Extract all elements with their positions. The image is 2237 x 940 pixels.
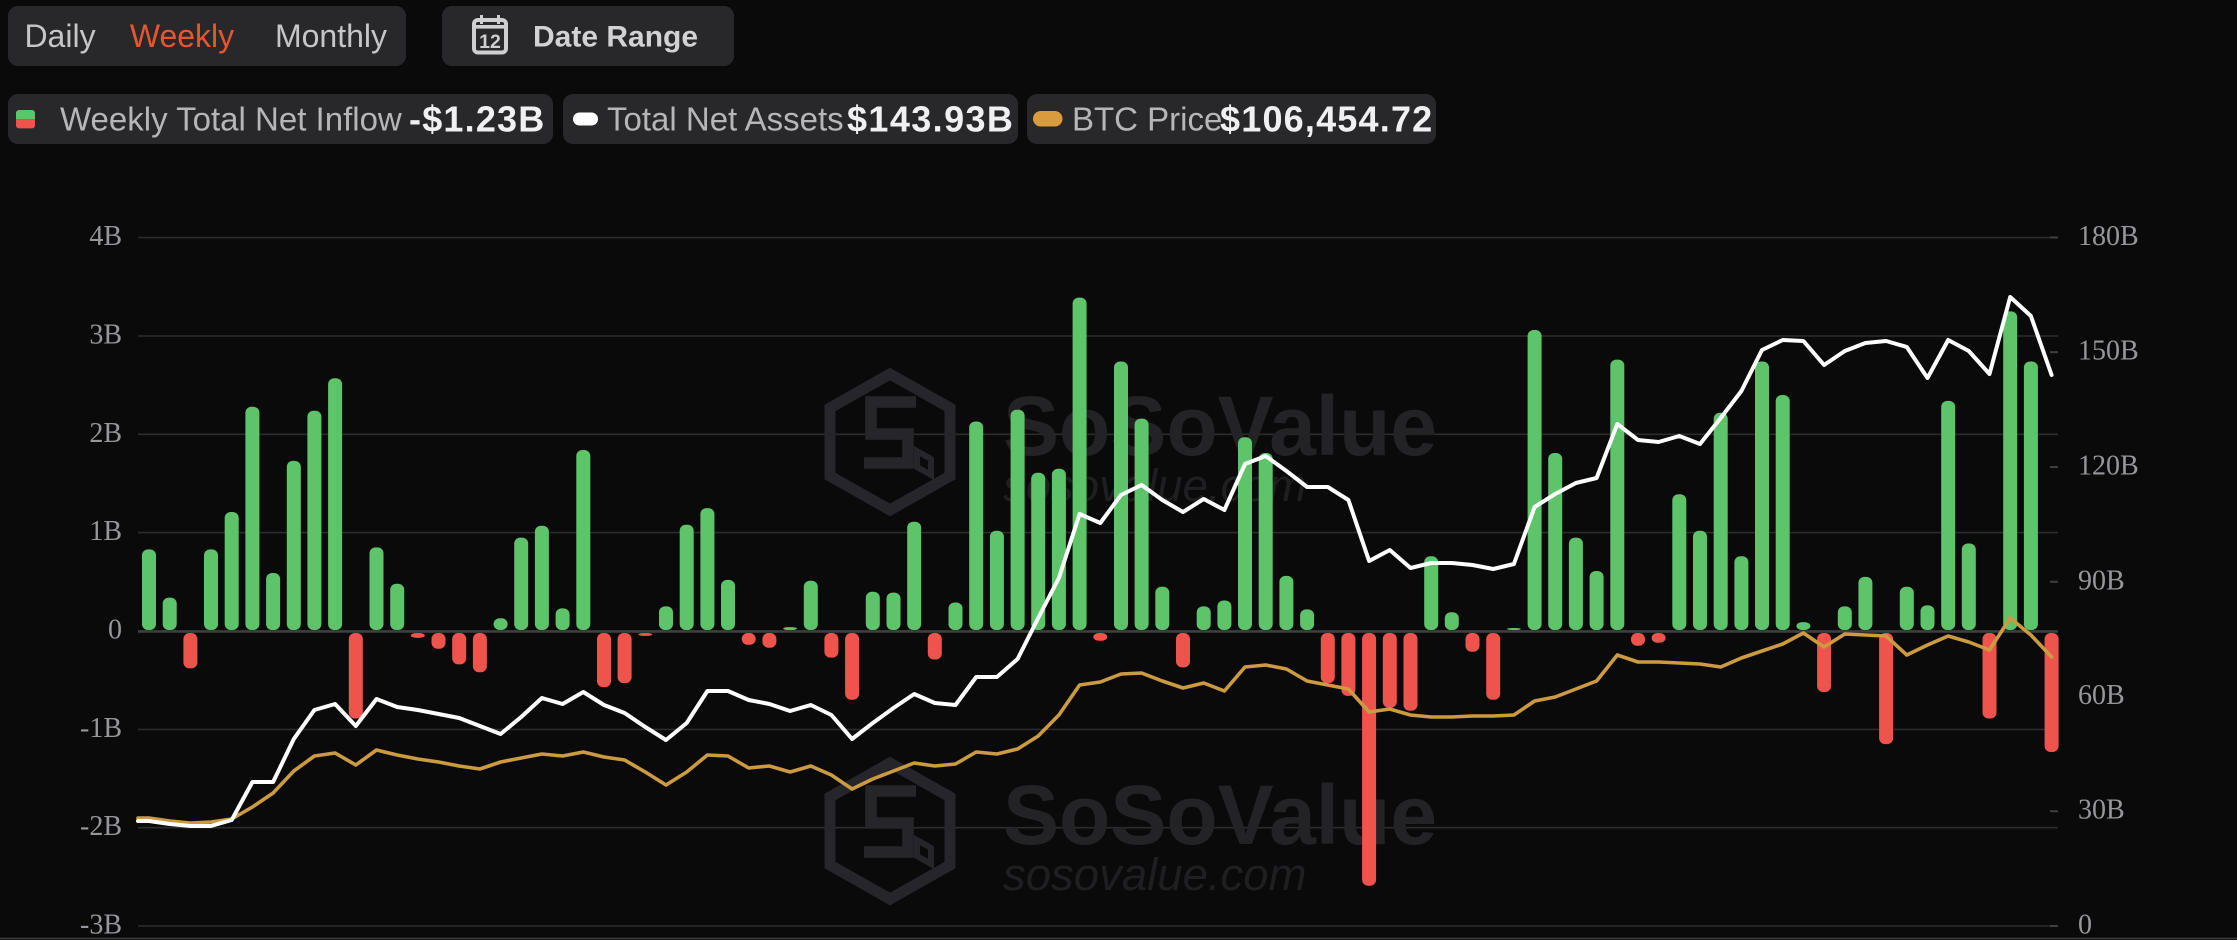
svg-text:sosovalue.com: sosovalue.com — [1003, 849, 1306, 900]
svg-text:150B: 150B — [2078, 336, 2139, 367]
svg-text:2B: 2B — [89, 418, 122, 449]
svg-text:0: 0 — [108, 615, 122, 646]
svg-text:Weekly: Weekly — [130, 18, 234, 54]
svg-text:-$1.23B: -$1.23B — [409, 99, 545, 140]
svg-text:-1B: -1B — [80, 713, 122, 744]
svg-text:-3B: -3B — [80, 910, 122, 940]
svg-text:Date Range: Date Range — [533, 21, 698, 54]
svg-text:90B: 90B — [2078, 565, 2125, 596]
svg-text:$143.93B: $143.93B — [847, 99, 1014, 140]
svg-text:0: 0 — [2078, 910, 2092, 940]
svg-text:1B: 1B — [89, 516, 122, 547]
svg-text:Daily: Daily — [24, 18, 95, 54]
svg-text:BTC Price: BTC Price — [1072, 101, 1222, 138]
svg-text:120B: 120B — [2078, 451, 2139, 482]
svg-text:4B: 4B — [89, 221, 122, 252]
svg-text:12: 12 — [479, 31, 501, 53]
svg-text:Total Net Assets: Total Net Assets — [607, 101, 844, 138]
svg-text:SoSoValue: SoSoValue — [1003, 379, 1437, 473]
svg-text:30B: 30B — [2078, 795, 2125, 826]
svg-text:$106,454.72: $106,454.72 — [1220, 99, 1433, 140]
svg-text:3B: 3B — [89, 320, 122, 351]
svg-text:-2B: -2B — [80, 811, 122, 842]
svg-text:180B: 180B — [2078, 221, 2139, 252]
svg-text:Monthly: Monthly — [275, 18, 387, 54]
svg-text:Weekly Total Net Inflow: Weekly Total Net Inflow — [60, 101, 402, 138]
svg-text:60B: 60B — [2078, 680, 2125, 711]
